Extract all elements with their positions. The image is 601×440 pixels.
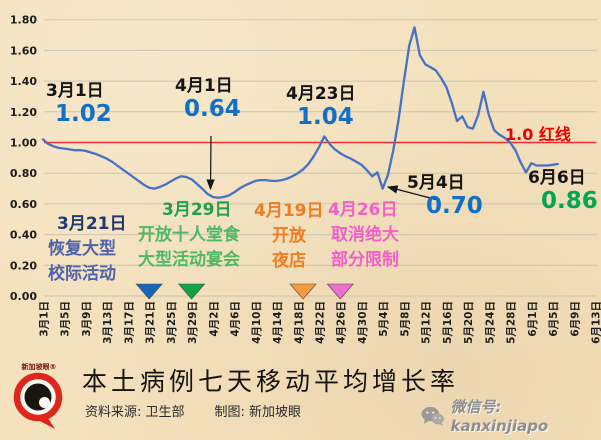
svg-text:3月13日: 3月13日	[102, 301, 114, 344]
svg-text:6月13日: 6月13日	[591, 301, 601, 344]
svg-text:5月8日: 5月8日	[399, 301, 411, 337]
callout-apr23: 4月23日 1.04	[286, 84, 356, 129]
svg-text:0.20: 0.20	[10, 259, 37, 272]
svg-text:3月21日: 3月21日	[145, 301, 157, 344]
event-text: 取消绝大	[331, 225, 399, 245]
event-mar29: 3月29日 开放十人堂食 大型活动宴会	[138, 198, 240, 273]
svg-text:0.40: 0.40	[10, 229, 37, 242]
reference-line-label: 1.0 红线	[505, 125, 571, 144]
source-row: 资料来源: 卫生部 制图: 新加坡眼	[85, 401, 331, 420]
callout-value: 1.04	[297, 104, 354, 130]
svg-text:6月1日: 6月1日	[527, 301, 539, 337]
callout-value: 0.86	[541, 188, 598, 214]
svg-text:6月9日: 6月9日	[569, 301, 581, 337]
svg-text:3月29日: 3月29日	[187, 301, 199, 344]
callout-value: 0.64	[184, 96, 241, 122]
svg-text:3月9日: 3月9日	[81, 301, 93, 337]
callout-may4: 5月4日 0.70	[407, 173, 483, 218]
event-date: 4月26日	[328, 200, 398, 220]
svg-text:3月25日: 3月25日	[166, 301, 178, 344]
svg-text:1.60: 1.60	[10, 44, 37, 57]
event-text: 恢复大型	[48, 239, 116, 259]
credit-label: 制图: 新加坡眼	[214, 405, 302, 420]
callout-date: 3月1日	[46, 81, 104, 101]
svg-text:4月10日: 4月10日	[251, 301, 263, 344]
logo-graphic: 新加坡眼®	[13, 362, 63, 429]
event-text: 开放	[272, 226, 306, 246]
callout-value: 1.02	[55, 101, 112, 127]
svg-text:1.00: 1.00	[10, 137, 37, 150]
callout-date: 6月6日	[528, 168, 586, 188]
svg-text:5月24日: 5月24日	[484, 301, 496, 344]
chart-title: 本土病例七天移动平均增长率	[82, 367, 460, 396]
event-text: 开放十人堂食	[138, 225, 240, 245]
event-apr19: 4月19日 开放 夜店	[252, 199, 324, 274]
svg-text:5月16日: 5月16日	[442, 301, 454, 344]
line-chart: 0.00 0.20 0.40 0.60 0.80 1.00 1.20 1.40 1.60 1.80…	[10, 14, 601, 344]
callout-value: 0.70	[426, 193, 483, 219]
svg-text:4月6日: 4月6日	[230, 301, 242, 337]
event-text: 大型活动宴会	[138, 250, 240, 270]
event-date: 3月21日	[57, 214, 127, 234]
svg-text:4月22日: 4月22日	[315, 301, 327, 344]
event-text: 夜店	[272, 251, 306, 271]
chart-area: 0.00 0.20 0.40 0.60 0.80 1.00 1.20 1.40 1.60 1.80…	[10, 14, 601, 344]
svg-text:1.80: 1.80	[10, 14, 37, 27]
svg-text:1.40: 1.40	[10, 75, 37, 88]
logo-text: 新加坡眼®	[22, 362, 57, 371]
event-apr26: 4月26日 取消绝大 部分限制	[328, 198, 399, 273]
svg-text:5月4日: 5月4日	[378, 301, 390, 337]
svg-text:0.80: 0.80	[10, 167, 37, 180]
svg-text:3月1日: 3月1日	[39, 301, 51, 337]
svg-text:3月5日: 3月5日	[60, 301, 72, 337]
callout-date: 4月1日	[175, 76, 233, 96]
event-date: 3月29日	[162, 200, 232, 220]
event-mar21: 3月21日 恢复大型 校际活动	[48, 212, 127, 287]
svg-text:1.20: 1.20	[10, 106, 37, 119]
svg-text:4月26日: 4月26日	[336, 301, 348, 344]
svg-text:4月2日: 4月2日	[208, 301, 220, 337]
svg-text:0.00: 0.00	[10, 290, 37, 303]
svg-text:0.60: 0.60	[10, 198, 37, 211]
callout-date: 4月23日	[286, 84, 356, 104]
source-label: 资料来源: 卫生部	[85, 405, 185, 420]
xinjiapoyan-logo: 新加坡眼®	[8, 360, 70, 432]
svg-text:5月12日: 5月12日	[421, 301, 433, 344]
callout-apr1: 4月1日 0.64	[175, 76, 241, 121]
svg-text:5月20日: 5月20日	[463, 301, 475, 344]
svg-text:6月5日: 6月5日	[548, 301, 560, 337]
wechat-id: 微信号: kanxinjiapo	[450, 398, 549, 435]
logo-eye-highlight	[39, 397, 50, 408]
svg-text:3月17日: 3月17日	[123, 301, 135, 344]
svg-text:4月14日: 4月14日	[272, 301, 284, 344]
svg-text:4月30日: 4月30日	[357, 301, 369, 344]
callout-jun6: 6月6日 0.86	[528, 168, 598, 213]
svg-text:5月28日: 5月28日	[506, 301, 518, 344]
event-text: 校际活动	[48, 264, 116, 284]
event-text: 部分限制	[331, 250, 399, 270]
svg-text:4月18日: 4月18日	[293, 301, 305, 344]
wechat-icon	[421, 406, 444, 426]
event-date: 4月19日	[254, 201, 324, 221]
callout-date: 5月4日	[407, 173, 465, 193]
wechat-tag: 微信号: kanxinjiapo	[421, 396, 601, 435]
callout-mar1: 3月1日 1.02	[46, 81, 112, 126]
